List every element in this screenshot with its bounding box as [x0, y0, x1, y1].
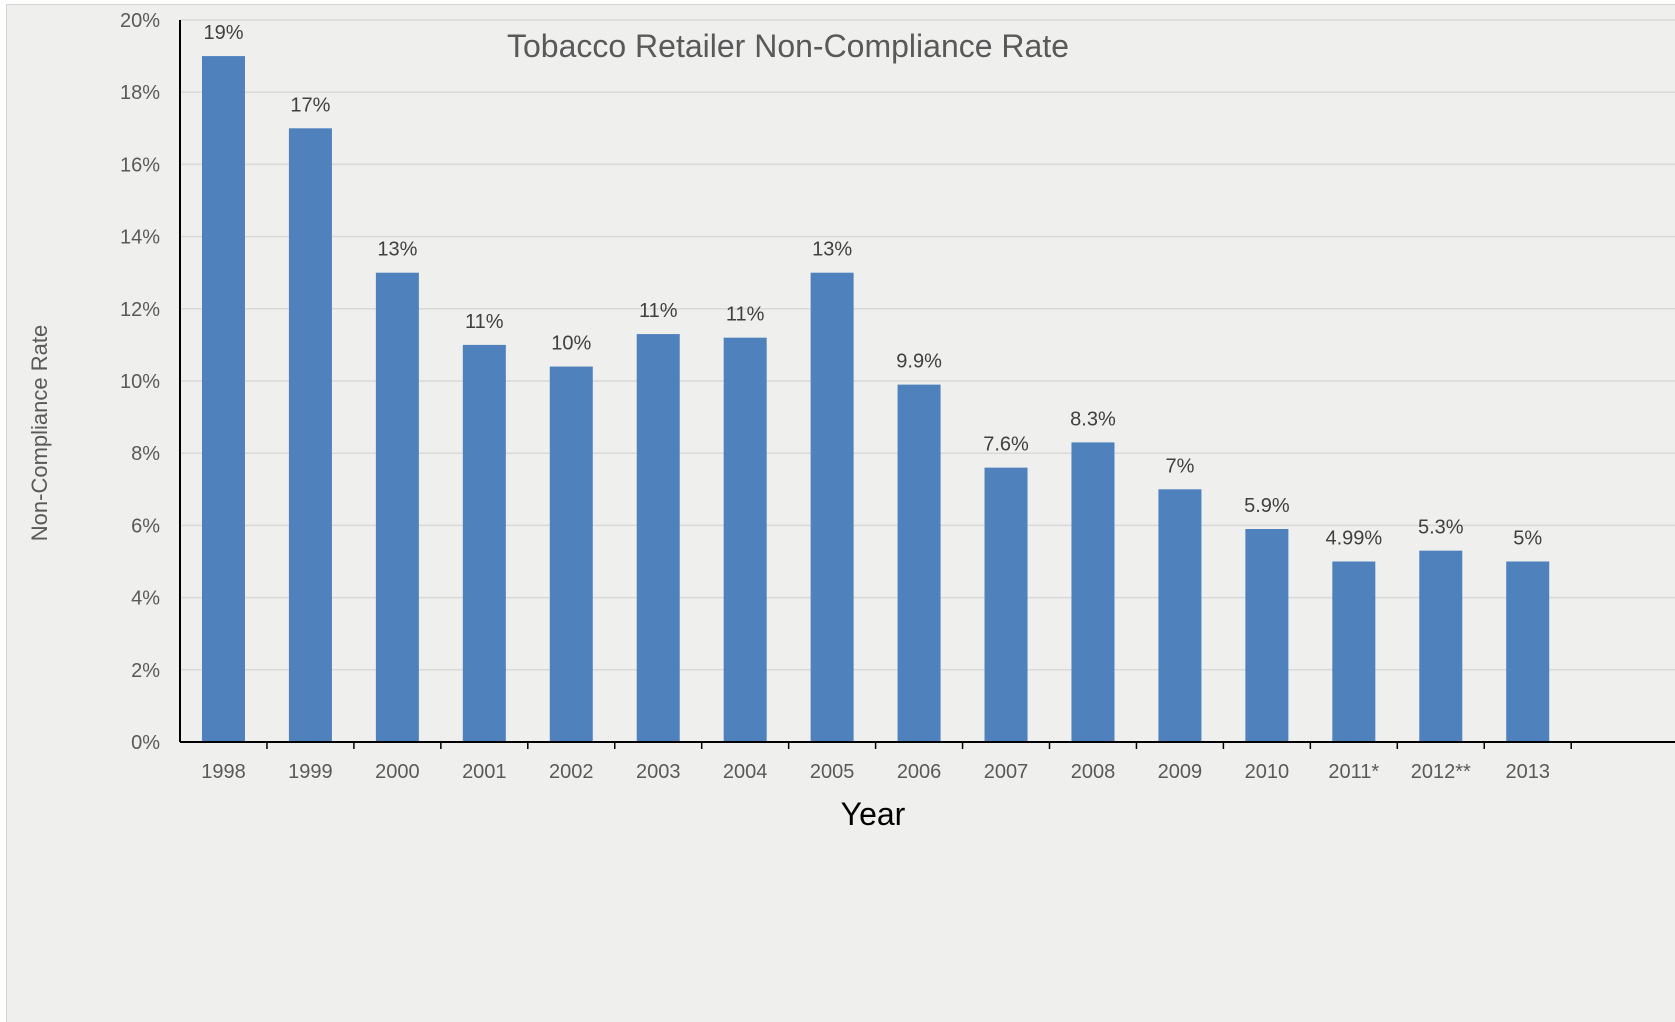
x-tick-label: 2010 [1245, 761, 1290, 783]
bar [288, 128, 332, 743]
data-labels: 19% 17% 13% 11% 10% 11% 11% 13% 9.9% 7.6% 8.3% 7% 5.… [203, 22, 1542, 549]
tick-labels: 0% 2% 4% 6% 8% 10% 12% 14% 16% 18% 20% 1998 1999 2000… [120, 10, 1572, 783]
data-label: 8.3% [1070, 408, 1116, 430]
chart-svg: 0% 2% 4% 6% 8% 10% 12% 14% 16% 18% 20% 1998 1999 2000… [27, 10, 1675, 832]
bar [549, 366, 593, 742]
bar [897, 384, 941, 742]
bar [1419, 550, 1463, 742]
bar [810, 272, 854, 742]
data-label: 5.3% [1418, 517, 1464, 539]
bar [636, 334, 680, 742]
bar [984, 467, 1028, 742]
data-label: 7% [1165, 455, 1194, 477]
data-label: 17% [290, 94, 330, 116]
data-label: 13% [377, 239, 417, 261]
y-tick-label: 16% [120, 154, 160, 176]
x-tick-label: 2013 [1505, 761, 1550, 783]
data-label: 11% [639, 300, 678, 322]
y-axis-title: Non-Compliance Rate [27, 325, 52, 541]
x-tick-label: 2003 [636, 761, 681, 783]
axes [179, 20, 1675, 743]
bars [201, 56, 1550, 743]
data-label: 5% [1513, 528, 1542, 550]
x-tick-label: 2008 [1071, 761, 1116, 783]
bar [1158, 489, 1202, 742]
y-tick-label: 0% [131, 732, 160, 754]
y-tick-label: 10% [120, 371, 160, 393]
x-tick-label: 2005 [810, 761, 855, 783]
bar [1071, 442, 1115, 742]
bar [1332, 561, 1376, 742]
x-tick-label: 2004 [723, 761, 768, 783]
y-tick-label: 12% [120, 299, 160, 321]
data-label: 11% [465, 311, 504, 333]
x-tick-label: 1998 [201, 761, 246, 783]
x-tick-label: 2011* [1328, 761, 1379, 783]
data-label: 4.99% [1325, 528, 1382, 550]
data-label: 13% [812, 239, 852, 261]
data-label: 7.6% [983, 434, 1029, 456]
bar [201, 56, 245, 743]
x-tick-label: 1999 [288, 761, 333, 783]
x-tick-label: 2007 [984, 761, 1029, 783]
y-tick-label: 20% [120, 10, 160, 32]
bar [723, 337, 767, 742]
bar [1506, 561, 1550, 742]
y-tick-label: 6% [131, 515, 160, 537]
bar [375, 272, 419, 742]
data-label: 5.9% [1244, 495, 1290, 517]
x-tick-label: 2009 [1158, 761, 1203, 783]
x-tick-label: 2006 [897, 761, 942, 783]
data-label: 19% [203, 22, 243, 44]
chart-title: Tobacco Retailer Non-Compliance Rate [507, 28, 1069, 64]
bar [1245, 529, 1289, 742]
x-tick-label: 2012** [1411, 761, 1471, 783]
x-tick-label: 2000 [375, 761, 420, 783]
data-label: 11% [726, 304, 765, 326]
x-tick-label: 2002 [549, 761, 594, 783]
x-axis-title: Year [841, 796, 906, 832]
data-label: 10% [551, 333, 591, 355]
y-tick-label: 14% [120, 227, 160, 249]
data-label: 9.9% [896, 351, 942, 373]
y-tick-label: 18% [120, 82, 160, 104]
y-tick-label: 8% [131, 443, 160, 465]
x-tick-label: 2001 [462, 761, 507, 783]
gridlines [180, 19, 1675, 671]
bar [462, 344, 506, 742]
chart-frame: 0% 2% 4% 6% 8% 10% 12% 14% 16% 18% 20% 1998 1999 2000… [6, 4, 1675, 1022]
y-tick-label: 4% [131, 588, 160, 610]
y-tick-label: 2% [131, 660, 160, 682]
